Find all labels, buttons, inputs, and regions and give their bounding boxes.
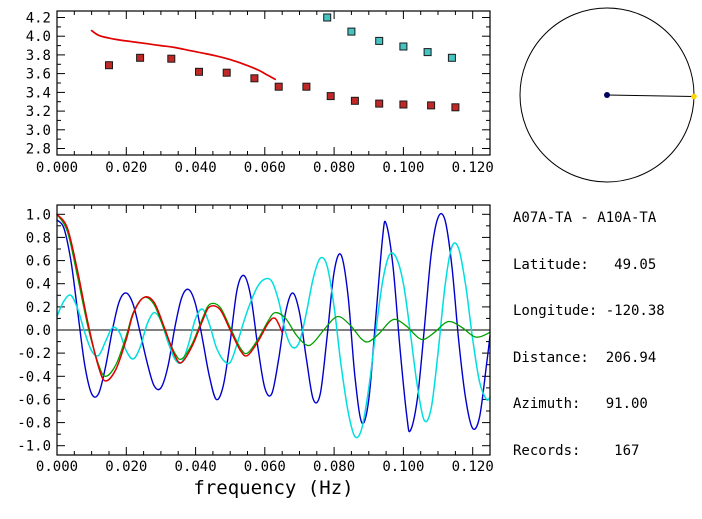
cyan-markers-point[interactable] [423, 48, 432, 57]
spectrum-x-tick-label: 0.060 [244, 459, 286, 475]
records-line: Records: 167 [513, 442, 640, 459]
dispersion-y-tick-label: 3.0 [26, 123, 51, 139]
latitude-line: Latitude: 49.05 [513, 256, 657, 273]
dispersion-x-tick-label: 0.100 [382, 160, 424, 176]
longitude-line: Longitude: -120.38 [513, 303, 665, 319]
dispersion-y-tick-label: 2.8 [26, 142, 51, 158]
spectrum-y-tick-label: -0.6 [17, 392, 51, 408]
red-model-curve [90, 29, 277, 81]
dispersion-x-tick-label: 0.120 [452, 160, 494, 176]
azimuth-marker-dot [691, 93, 697, 100]
red-markers-point[interactable] [136, 53, 145, 62]
dispersion-y-tick-label: 3.2 [26, 104, 51, 120]
spectrum-y-tick-label: -0.4 [17, 369, 51, 385]
dispersion-x-tick-label: 0.080 [313, 160, 355, 176]
azimuth-line: Azimuth: 91.00 [513, 396, 648, 412]
station-pair-label: A07A-TA - A10A-TA [513, 210, 657, 226]
cyan-markers-point[interactable] [447, 53, 456, 62]
spectrum-y-tick-label: 0.8 [26, 230, 51, 246]
spectrum-y-tick-label: 0.0 [26, 323, 51, 339]
red-markers-point[interactable] [375, 99, 384, 108]
red-markers-point[interactable] [222, 68, 231, 77]
spectrum-y-tick-label: 0.6 [26, 254, 51, 270]
dispersion-x-tick-label: 0.040 [175, 160, 217, 176]
dispersion-frame [56, 10, 491, 156]
spectrum-x-tick-label: 0.040 [175, 459, 217, 475]
dispersion-y-tick-label: 3.6 [26, 67, 51, 83]
spectrum-x-tick-label: 0.020 [105, 459, 147, 475]
frequency-axis-label: frequency (Hz) [193, 477, 354, 499]
red-trace [56, 213, 283, 382]
center-station-dot [604, 92, 610, 98]
cyan-markers-point[interactable] [323, 13, 332, 22]
spectrum-frame [56, 204, 491, 456]
distance-line: Distance: 206.94 [513, 349, 657, 366]
spectrum-x-tick-label: 0.100 [382, 459, 424, 475]
cyan-trace [56, 242, 491, 439]
red-markers-point[interactable] [427, 101, 436, 110]
spectrum-y-tick-label: 1.0 [26, 207, 51, 223]
cyan-markers-point[interactable] [399, 42, 408, 51]
spectrum-y-tick-label: 0.2 [26, 300, 51, 316]
dispersion-plot-area[interactable] [57, 11, 490, 155]
red-markers-point[interactable] [326, 92, 335, 101]
cyan-markers-point[interactable] [375, 36, 384, 45]
red-markers-point[interactable] [195, 67, 203, 76]
spectrum-y-tick-label: -1.0 [17, 439, 51, 455]
red-markers-point[interactable] [167, 54, 176, 63]
spectrum-y-tick-label: 0.4 [26, 277, 51, 293]
spectrum-x-tick-label: 0.120 [452, 459, 494, 475]
red-markers-point[interactable] [250, 74, 259, 83]
station-info-panel: A07A-TA - A10A-TA Latitude: 49.05 Longit… [513, 180, 665, 490]
dispersion-x-tick-label: 0.060 [244, 160, 286, 176]
red-markers-point[interactable] [350, 96, 359, 105]
dispersion-x-tick-label: 0.000 [36, 160, 78, 176]
dispersion-y-tick-label: 3.8 [26, 48, 51, 64]
dispersion-x-tick-label: 0.020 [105, 160, 147, 176]
spectrum-x-tick-label: 0.000 [36, 459, 78, 475]
red-markers-point[interactable] [302, 82, 311, 91]
red-markers-point[interactable] [274, 82, 283, 91]
cyan-markers-point[interactable] [347, 27, 356, 36]
dispersion-y-tick-label: 4.2 [26, 11, 51, 27]
red-markers-point[interactable] [105, 61, 113, 70]
spectrum-x-tick-label: 0.080 [313, 459, 355, 475]
spectrum-plot-area[interactable] [57, 205, 490, 455]
spectrum-y-tick-label: -0.2 [17, 346, 51, 362]
spectrum-y-tick-label: -0.8 [17, 416, 51, 432]
dispersion-y-tick-label: 4.0 [26, 29, 51, 45]
dispersion-y-tick-label: 3.4 [26, 85, 51, 101]
red-markers-point[interactable] [451, 103, 460, 112]
red-markers-point[interactable] [399, 100, 408, 109]
azimuth-line [606, 94, 695, 97]
